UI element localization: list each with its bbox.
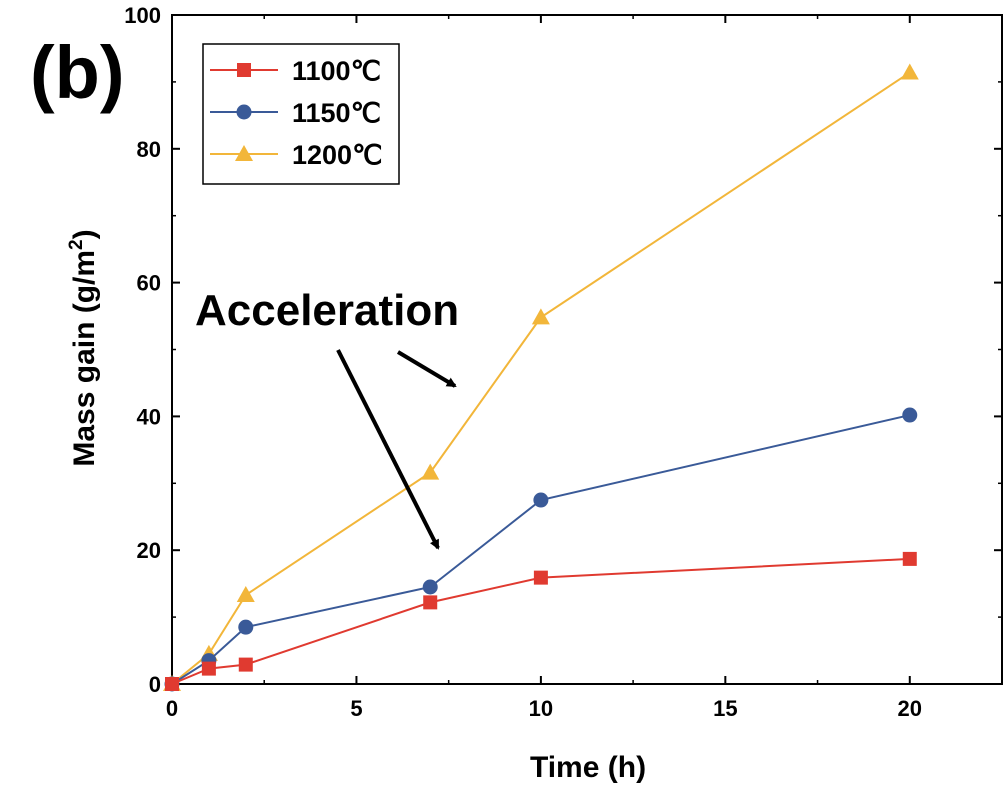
x-tick-label: 5 xyxy=(350,696,362,721)
series-line xyxy=(171,414,911,685)
data-point xyxy=(165,677,179,691)
series-0 xyxy=(165,551,917,691)
x-tick-label: 0 xyxy=(166,696,178,721)
data-point xyxy=(421,463,440,480)
y-tick-label: 60 xyxy=(137,271,161,296)
y-axis-title: Mass gain (g/m2) xyxy=(66,229,101,466)
legend: 1100℃ 1150℃ 1200℃ xyxy=(202,43,400,185)
legend-marker xyxy=(236,104,252,120)
data-point xyxy=(902,551,917,566)
data-point xyxy=(533,492,549,508)
plot-area: 0 5 10 15 20 0 20 40 60 80 100 xyxy=(124,3,1003,721)
data-point xyxy=(201,661,216,676)
y-tick-label: 100 xyxy=(124,3,161,28)
y-tick-label: 0 xyxy=(149,672,161,697)
y-tick-label: 40 xyxy=(137,404,161,429)
data-point xyxy=(238,619,254,635)
legend-label: 1150℃ xyxy=(292,98,381,128)
legend-marker xyxy=(237,63,251,77)
data-point xyxy=(236,586,255,603)
series-1 xyxy=(164,407,918,692)
data-point xyxy=(238,657,253,672)
y-axis-title-main: Mass gain (g/m xyxy=(68,250,101,467)
y-tick-label: 20 xyxy=(137,538,161,563)
data-point xyxy=(423,595,438,610)
x-tick-label: 15 xyxy=(713,696,737,721)
y-tick-label: 80 xyxy=(137,137,161,162)
data-point xyxy=(531,308,550,325)
x-tick-label: 20 xyxy=(898,696,922,721)
annotation-arrow-2 xyxy=(396,350,457,388)
data-point xyxy=(533,570,548,585)
x-tick-label: 10 xyxy=(529,696,553,721)
legend-label: 1100℃ xyxy=(292,56,381,86)
panel-label: (b) xyxy=(30,31,125,114)
data-point xyxy=(902,407,918,423)
y-axis-title-superscript: 2 xyxy=(66,239,87,250)
data-point xyxy=(422,579,438,595)
annotation-acceleration: Acceleration xyxy=(195,286,459,335)
legend-label: 1200℃ xyxy=(292,140,382,170)
x-axis-title: Time (h) xyxy=(530,751,646,784)
data-point xyxy=(900,63,919,80)
legend-marker xyxy=(235,145,253,161)
y-axis-title-close: ) xyxy=(68,229,101,239)
annotation-arrow-1 xyxy=(336,349,440,550)
